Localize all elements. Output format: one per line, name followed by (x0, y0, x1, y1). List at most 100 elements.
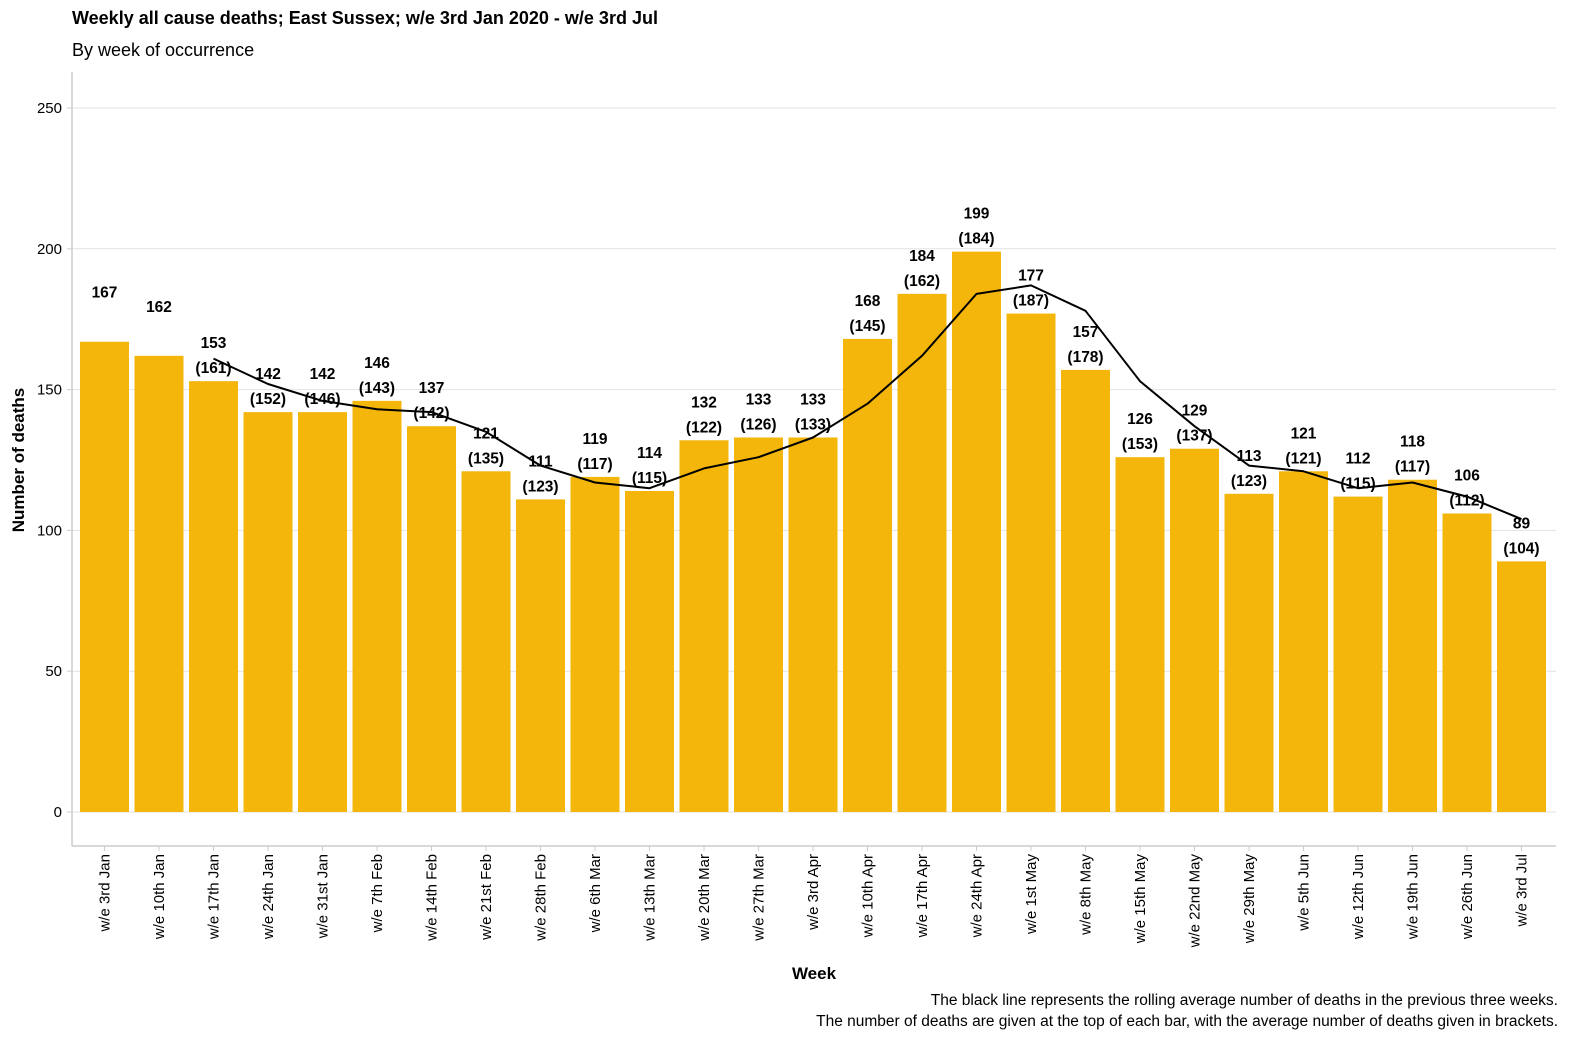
bar-22 (1279, 471, 1328, 812)
bar-15 (897, 293, 947, 813)
average-label-18: (178) (1067, 349, 1103, 366)
x-tick-label-24: w/e 19th Jun (1405, 854, 1422, 940)
x-tick-label-6: w/e 14th Feb (424, 854, 441, 942)
x-tick-label-23: w/e 12th Jun (1350, 854, 1367, 940)
y-tick-label-50: 50 (45, 663, 62, 680)
average-label-23: (115) (1340, 476, 1375, 493)
value-label-6: 137 (419, 380, 445, 397)
average-label-12: (126) (740, 416, 776, 433)
y-tick-label-0: 0 (54, 804, 62, 821)
value-label-12: 133 (746, 391, 772, 408)
x-tick-label-10: w/e 13th Mar (642, 854, 659, 942)
chart-subtitle: By week of occurrence (72, 40, 255, 60)
average-label-16: (184) (958, 231, 994, 248)
bar-23 (1333, 496, 1383, 812)
average-label-21: (123) (1231, 473, 1267, 490)
value-label-8: 111 (528, 453, 553, 470)
bar-24 (1388, 479, 1437, 812)
x-tick-label-13: w/e 3rd Apr (805, 854, 822, 931)
x-tick-label-8: w/e 28th Feb (533, 854, 550, 942)
x-tick-label-26: w/e 3rd Jul (1514, 854, 1531, 928)
value-label-22: 121 (1291, 425, 1317, 442)
average-label-14: (145) (849, 318, 885, 335)
average-label-20: (137) (1176, 428, 1212, 445)
value-label-4: 142 (310, 366, 336, 383)
bar-16 (952, 251, 1001, 813)
x-tick-label-19: w/e 15th May (1132, 854, 1149, 945)
x-tick-label-11: w/e 20th Mar (696, 854, 713, 942)
bar-21 (1224, 493, 1274, 812)
value-label-7: 121 (473, 425, 499, 442)
value-label-13: 133 (800, 391, 826, 408)
x-tick-label-0: w/e 3rd Jan (97, 854, 114, 933)
footnote-label-explanation: The number of deaths are given at the to… (816, 1013, 1558, 1030)
x-tick-label-20: w/e 22nd May (1187, 854, 1204, 949)
bar-17 (1006, 313, 1056, 812)
x-axis-ticks: w/e 3rd Jan w/e 10th Jan w/e 17th Jan w/e 2… (97, 846, 1531, 948)
x-tick-label-2: w/e 17th Jan (206, 854, 223, 940)
value-label-26: 89 (1513, 515, 1531, 532)
bar-5 (352, 400, 402, 812)
average-label-3: (152) (250, 391, 286, 408)
x-tick-label-18: w/e 8th May (1078, 854, 1095, 936)
value-label-14: 168 (855, 293, 881, 310)
y-axis-ticks: 0 50 100 150 200 250 (37, 100, 72, 821)
value-label-9: 119 (582, 431, 607, 448)
bar-19 (1115, 457, 1165, 812)
x-axis-title: Week (792, 964, 837, 983)
x-tick-label-22: w/e 5th Jun (1296, 854, 1313, 932)
y-tick-label-100: 100 (37, 522, 62, 539)
x-tick-label-15: w/e 17th Apr (914, 854, 931, 938)
chart-title: Weekly all cause deaths; East Sussex; w/… (72, 8, 658, 28)
bars (80, 251, 1546, 813)
bar-2 (189, 381, 238, 812)
bar-18 (1061, 369, 1110, 812)
x-tick-label-3: w/e 24th Jan (260, 854, 277, 940)
axes (71, 72, 1556, 847)
value-label-11: 132 (691, 394, 717, 411)
bar-11 (679, 440, 729, 812)
average-label-24: (117) (1395, 459, 1430, 476)
value-label-0: 167 (92, 285, 118, 302)
value-label-25: 106 (1454, 468, 1480, 485)
bar-3 (243, 412, 293, 812)
average-label-17: (187) (1013, 293, 1049, 310)
average-label-11: (122) (686, 419, 722, 436)
bar-14 (843, 338, 892, 812)
value-label-2: 153 (201, 335, 227, 352)
average-label-9: (117) (577, 456, 612, 473)
footnote-rolling-average: The black line represents the rolling av… (930, 992, 1558, 1009)
x-tick-label-1: w/e 10th Jan (151, 854, 168, 940)
average-label-8: (123) (522, 478, 558, 495)
bar-26 (1497, 561, 1546, 812)
value-label-21: 113 (1236, 448, 1261, 465)
average-label-22: (121) (1285, 450, 1321, 467)
x-tick-label-12: w/e 27th Mar (751, 854, 768, 942)
average-label-5: (143) (359, 380, 395, 397)
bar-13 (788, 437, 838, 812)
y-axis-title: Number of deaths (9, 388, 28, 533)
average-label-15: (162) (904, 273, 940, 290)
rolling-average-line (213, 284, 1522, 521)
bar-20 (1170, 448, 1219, 812)
value-label-23: 112 (1345, 451, 1370, 468)
bar-0 (80, 341, 129, 812)
value-label-15: 184 (909, 248, 935, 265)
value-label-19: 126 (1127, 411, 1153, 428)
average-label-2: (161) (195, 360, 231, 377)
x-tick-label-5: w/e 7th Feb (369, 854, 386, 933)
value-label-1: 162 (146, 299, 172, 316)
average-label-6: (142) (413, 405, 449, 422)
x-tick-label-21: w/e 29th May (1241, 854, 1258, 945)
x-tick-label-16: w/e 24th Apr (969, 854, 986, 938)
bar-12 (734, 437, 783, 812)
y-tick-label-150: 150 (37, 382, 62, 399)
value-label-10: 114 (637, 445, 662, 462)
average-label-26: (104) (1503, 540, 1539, 557)
value-label-3: 142 (255, 366, 281, 383)
average-label-10: (115) (632, 470, 667, 487)
value-label-18: 157 (1073, 324, 1099, 341)
average-label-7: (135) (468, 450, 504, 467)
x-tick-label-9: w/e 6th Mar (587, 854, 604, 933)
